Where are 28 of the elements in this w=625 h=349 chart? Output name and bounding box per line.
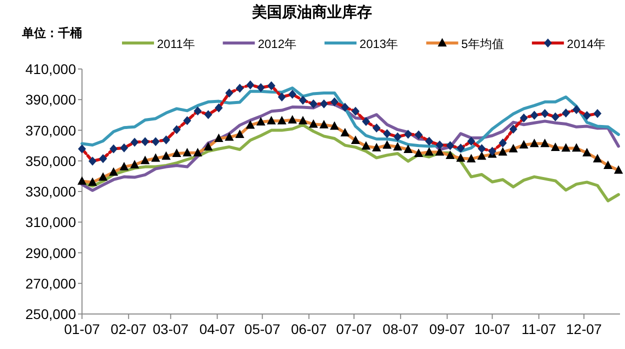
y-tick-label: 330,000: [25, 184, 76, 200]
x-tick-label: 12-07: [566, 321, 602, 337]
y-tick-label: 290,000: [25, 244, 76, 261]
x-tick-label: 09-07: [429, 321, 466, 337]
x-tick-label: 06-07: [291, 321, 328, 337]
y-tick-label: 350,000: [25, 152, 76, 169]
x-tick-label: 02-07: [110, 321, 147, 337]
y-tick-label: 410,000: [25, 61, 76, 77]
chart-title: 美国原油商业库存: [251, 3, 372, 21]
x-tick-label: 07-07: [336, 321, 372, 337]
x-tick-label: 08-07: [382, 321, 419, 337]
legend-label: 2014年: [566, 37, 606, 51]
y-tick-label: 370,000: [25, 122, 76, 138]
x-tick-label: 10-07: [474, 321, 510, 337]
y-tick-label: 250,000: [25, 306, 76, 322]
legend-label: 2013年: [360, 37, 398, 51]
legend-label: 5年均值: [461, 37, 504, 51]
chart-subtitle: 单位：千桶: [21, 26, 82, 40]
y-tick-label: 270,000: [25, 275, 76, 292]
x-tick-label: 11-07: [521, 321, 556, 337]
x-tick-label: 05-07: [244, 321, 280, 337]
y-tick-label: 390,000: [25, 92, 76, 108]
x-tick-label: 04-07: [199, 321, 236, 337]
legend-label: 2012年: [258, 37, 297, 51]
y-tick-label: 310,000: [25, 214, 76, 230]
x-tick-label: 03-07: [152, 321, 189, 337]
x-tick-label: 01-07: [64, 321, 100, 337]
legend-label: 2011年: [157, 37, 195, 51]
